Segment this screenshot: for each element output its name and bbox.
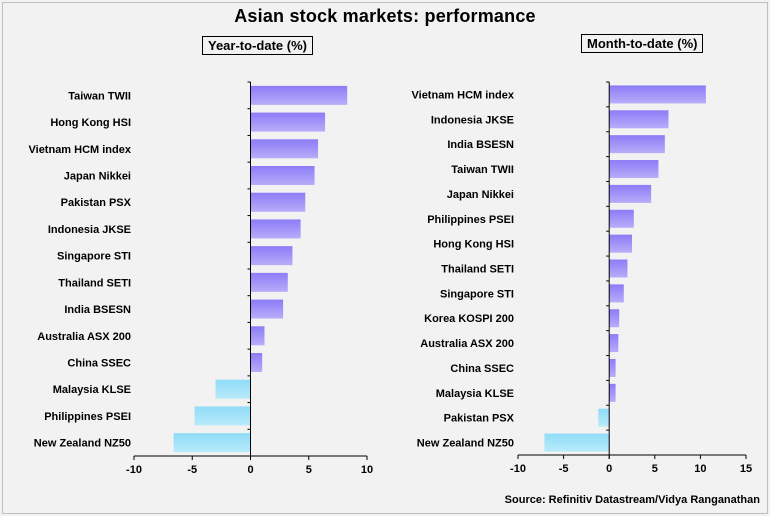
- category-label: Singapore STI: [440, 288, 514, 300]
- category-label: Singapore STI: [57, 251, 131, 263]
- bar-china-ssec: [609, 358, 616, 377]
- category-label: Australia ASX 200: [37, 331, 131, 343]
- x-tick-label: 10: [361, 464, 373, 476]
- category-label: India BSESN: [64, 304, 131, 316]
- bar-taiwan-twii: [250, 85, 348, 105]
- bar-malaysia-klse: [609, 383, 616, 402]
- x-tick-label: -10: [510, 463, 526, 475]
- category-label: Pakistan PSX: [444, 413, 515, 425]
- category-label: Malaysia KLSE: [53, 384, 131, 396]
- category-label: Hong Kong HSI: [433, 239, 514, 251]
- x-tick-label: 0: [606, 463, 612, 475]
- bar-japan-nikkei: [250, 166, 315, 185]
- bar-vietnam-hcm-index: [250, 139, 319, 159]
- bar-hong-kong-hsi: [250, 112, 326, 132]
- category-label: Philippines PSEI: [427, 214, 514, 226]
- bar-new-zealand-nz50: [173, 433, 251, 453]
- category-label: Japan Nikkei: [447, 189, 514, 201]
- x-tick-label: 10: [694, 463, 706, 475]
- category-label: Philippines PSEI: [44, 411, 131, 423]
- source-note: Source: Refinitiv Datastream/Vidya Ranga…: [504, 494, 760, 506]
- bar-australia-asx-200: [250, 326, 265, 346]
- bar-philippines-psei: [194, 406, 251, 426]
- category-label: Korea KOSPI 200: [424, 313, 514, 325]
- category-label: India BSESN: [447, 139, 514, 151]
- bar-australia-asx-200: [609, 334, 619, 353]
- right-panel-title: Month-to-date (%): [581, 34, 704, 53]
- category-label: Taiwan TWII: [68, 90, 131, 102]
- bar-thailand-seti: [609, 259, 628, 278]
- chart-title: Asian stock markets: performance: [234, 6, 536, 26]
- bar-taiwan-twii: [609, 160, 659, 179]
- x-tick-label: 0: [247, 464, 253, 476]
- bar-pakistan-psx: [250, 192, 306, 212]
- bar-thailand-seti: [250, 272, 288, 292]
- bar-malaysia-klse: [215, 379, 251, 399]
- x-tick-label: 5: [306, 464, 312, 476]
- x-tick-label: -5: [187, 464, 197, 476]
- x-tick-label: 5: [652, 463, 658, 475]
- category-label: New Zealand NZ50: [34, 438, 131, 450]
- category-label: Indonesia JKSE: [48, 224, 131, 236]
- category-label: China SSEC: [450, 363, 514, 375]
- category-label: Australia ASX 200: [420, 338, 514, 350]
- x-tick-label: -10: [126, 464, 142, 476]
- left-panel-title: Year-to-date (%): [202, 36, 313, 55]
- category-label: Thailand SETI: [441, 264, 514, 276]
- category-label: New Zealand NZ50: [417, 438, 514, 450]
- x-tick-label: -5: [559, 463, 569, 475]
- bar-korea-kospi-200: [609, 309, 620, 328]
- year-to-date-panel: Taiwan TWII Hong Kong HSI Vietnam HCM inde…: [29, 81, 373, 476]
- category-label: Vietnam HCM index: [29, 144, 132, 156]
- bar-china-ssec: [250, 353, 263, 372]
- bar-indonesia-jkse: [250, 219, 301, 239]
- month-to-date-panel: Vietnam HCM index Indonesia JKSE India BSE…: [412, 81, 752, 475]
- bar-india-bsesn: [609, 135, 665, 154]
- x-tick-label: 15: [740, 463, 752, 475]
- category-label: Hong Kong HSI: [50, 117, 131, 129]
- bar-new-zealand-nz50: [544, 433, 610, 452]
- bar-singapore-sti: [609, 284, 624, 303]
- category-label: China SSEC: [67, 358, 131, 370]
- category-label: Vietnam HCM index: [412, 89, 515, 101]
- bar-indonesia-jkse: [609, 110, 669, 129]
- bar-india-bsesn: [250, 299, 284, 319]
- category-label: Japan Nikkei: [64, 171, 131, 183]
- bar-pakistan-psx: [598, 408, 610, 427]
- bar-singapore-sti: [250, 246, 293, 266]
- category-label: Indonesia JKSE: [431, 114, 514, 126]
- category-label: Pakistan PSX: [61, 197, 132, 209]
- category-label: Thailand SETI: [58, 277, 131, 289]
- bar-hong-kong-hsi: [609, 234, 632, 253]
- bar-vietnam-hcm-index: [609, 85, 706, 104]
- category-label: Taiwan TWII: [451, 164, 514, 176]
- bar-philippines-psei: [609, 209, 634, 228]
- bar-japan-nikkei: [609, 184, 652, 203]
- category-label: Malaysia KLSE: [436, 388, 514, 400]
